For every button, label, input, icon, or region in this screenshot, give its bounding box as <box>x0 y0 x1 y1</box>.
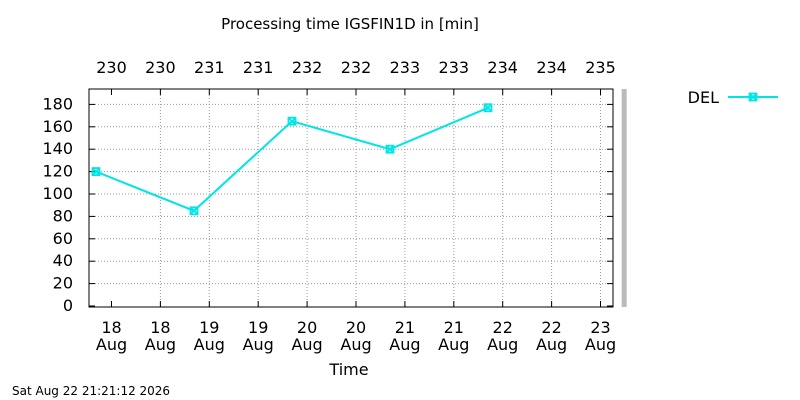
data-point <box>287 116 297 126</box>
marker-cross <box>287 117 297 126</box>
marker-square <box>91 167 101 177</box>
x-top-tick-label: 232 <box>292 58 323 77</box>
y-tick-label: 140 <box>42 139 73 158</box>
y-tick-label: 160 <box>42 117 73 136</box>
x-tick-label-month: Aug <box>536 335 567 354</box>
y-tick-label: 20 <box>53 274 73 293</box>
x-tick-label-month: Aug <box>96 335 127 354</box>
footer-timestamp: Sat Aug 22 21:21:12 2026 <box>12 384 170 398</box>
marker-cross <box>91 167 101 176</box>
data-point <box>483 103 493 113</box>
x-top-tick-label: 233 <box>390 58 421 77</box>
x-axis: 18Aug23018Aug23019Aug23119Aug23120Aug232… <box>96 58 616 354</box>
marker-cross <box>385 145 395 154</box>
series-line-del <box>95 106 489 212</box>
x-tick-label-month: Aug <box>340 335 371 354</box>
marker-square <box>189 206 199 216</box>
legend: DEL <box>688 88 778 107</box>
marker-cross <box>483 103 493 112</box>
chart-title: Processing time IGSFIN1D in [min] <box>221 15 479 33</box>
x-axis-label: Time <box>328 360 368 379</box>
data-point <box>385 144 395 154</box>
y-tick-label: 120 <box>42 162 73 181</box>
x-top-tick-label: 234 <box>536 58 567 77</box>
x-top-tick-label: 230 <box>145 58 176 77</box>
y-tick-label: 60 <box>53 229 73 248</box>
marker-square <box>483 103 493 113</box>
y-tick-label: 100 <box>42 184 73 203</box>
x-tick-label-day: 23 <box>590 318 610 337</box>
x-tick-label-month: Aug <box>438 335 469 354</box>
x-tick-label-month: Aug <box>585 335 616 354</box>
x-top-tick-label: 230 <box>96 58 127 77</box>
x-tick-label-month: Aug <box>487 335 518 354</box>
legend-marker-del <box>748 92 758 102</box>
marker-square <box>385 144 395 154</box>
grid-lines <box>89 89 613 307</box>
y-tick-label: 40 <box>53 251 73 270</box>
x-tick-label-month: Aug <box>291 335 322 354</box>
x-top-tick-label: 233 <box>439 58 470 77</box>
x-top-tick-label: 234 <box>487 58 518 77</box>
x-tick-label-day: 22 <box>493 318 513 337</box>
marker-square <box>748 92 758 102</box>
x-tick-label-day: 19 <box>248 318 268 337</box>
x-tick-label-day: 21 <box>444 318 464 337</box>
x-tick-label-day: 22 <box>541 318 561 337</box>
x-tick-label-month: Aug <box>243 335 274 354</box>
y-tick-label: 0 <box>63 296 73 315</box>
x-tick-label-day: 18 <box>150 318 170 337</box>
x-tick-label-day: 18 <box>101 318 121 337</box>
series-group <box>91 103 493 216</box>
current-time-marker <box>621 89 627 307</box>
marker-cross <box>189 206 199 215</box>
plot-frame <box>88 88 614 308</box>
legend-label-del: DEL <box>688 88 719 107</box>
x-top-tick-label: 232 <box>341 58 372 77</box>
marker-cross <box>748 92 758 102</box>
x-tick-label-day: 21 <box>395 318 415 337</box>
y-tick-label: 80 <box>53 206 73 225</box>
x-tick-label-month: Aug <box>389 335 420 354</box>
x-top-tick-label: 231 <box>194 58 225 77</box>
data-point <box>91 167 101 177</box>
marker-square <box>287 116 297 126</box>
x-tick-label-day: 20 <box>346 318 366 337</box>
data-point <box>189 206 199 216</box>
x-tick-label-month: Aug <box>145 335 176 354</box>
x-tick-label-day: 19 <box>199 318 219 337</box>
x-top-tick-label: 235 <box>585 58 616 77</box>
y-axis: 0 20 40 60 80 100 120 140 160 180 <box>42 94 613 315</box>
x-top-tick-label: 231 <box>243 58 274 77</box>
x-tick-label-day: 20 <box>297 318 317 337</box>
y-tick-label: 180 <box>42 94 73 113</box>
x-tick-label-month: Aug <box>194 335 225 354</box>
